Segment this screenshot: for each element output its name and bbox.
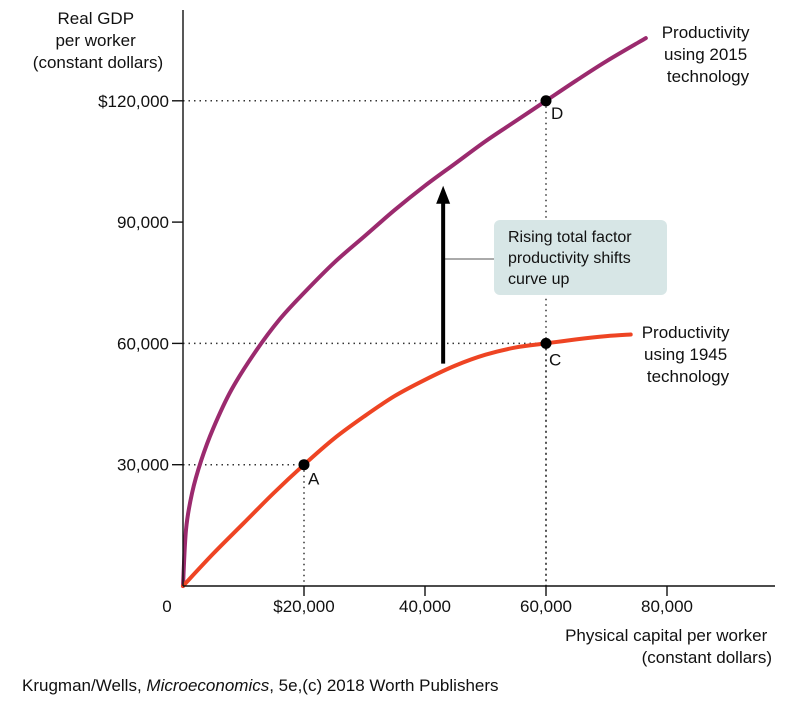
series-line-0	[181, 36, 648, 588]
y-tick-label-2: 90,000	[117, 213, 169, 232]
y-tick-label-0: 30,000	[117, 456, 169, 475]
point-c	[540, 337, 552, 349]
x-tick-label-0: 0	[162, 597, 171, 616]
point-label-a: A	[308, 470, 320, 489]
annotation-box	[494, 220, 667, 295]
x-tick-label-3: 60,000	[520, 597, 572, 616]
x-axis-title: Physical capital per worker (constant do…	[565, 626, 772, 667]
y-tick-label-3: $120,000	[98, 92, 169, 111]
x-tick-label-4: 80,000	[641, 597, 693, 616]
dotted-guides	[183, 100, 547, 586]
annotation-text: Rising total factor productivity shifts …	[508, 229, 636, 288]
point-a	[298, 459, 310, 471]
credit-book: Microeconomics	[146, 676, 270, 695]
x-tick-label-2: 40,000	[399, 597, 451, 616]
credit-authors: Krugman/Wells,	[22, 676, 147, 695]
series-label-1945: Productivity using 1945 technology	[642, 323, 735, 386]
annotation: Rising total factor productivity shifts …	[436, 185, 667, 364]
axes	[182, 10, 775, 587]
curves	[181, 36, 648, 588]
credit-line: Krugman/Wells, Microeconomics, 5e,(c) 20…	[22, 676, 499, 696]
ticks: 30,000 60,000 90,000 $120,000 0 $20,000 40,000…	[98, 92, 693, 616]
shift-arrow-head	[436, 185, 451, 204]
series-line-1	[181, 332, 633, 588]
point-label-d: D	[551, 104, 563, 123]
point-label-c: C	[549, 350, 561, 369]
credit-rest: , 5e,(c) 2018 Worth Publishers	[269, 676, 499, 695]
points: A C D	[298, 95, 563, 489]
y-axis-title: Real GDP per worker (constant dollars)	[33, 9, 163, 72]
x-tick-label-1: $20,000	[273, 597, 334, 616]
series-label-2015: Productivity using 2015 technology	[662, 23, 755, 86]
y-tick-label-1: 60,000	[117, 334, 169, 353]
point-d	[540, 95, 552, 107]
